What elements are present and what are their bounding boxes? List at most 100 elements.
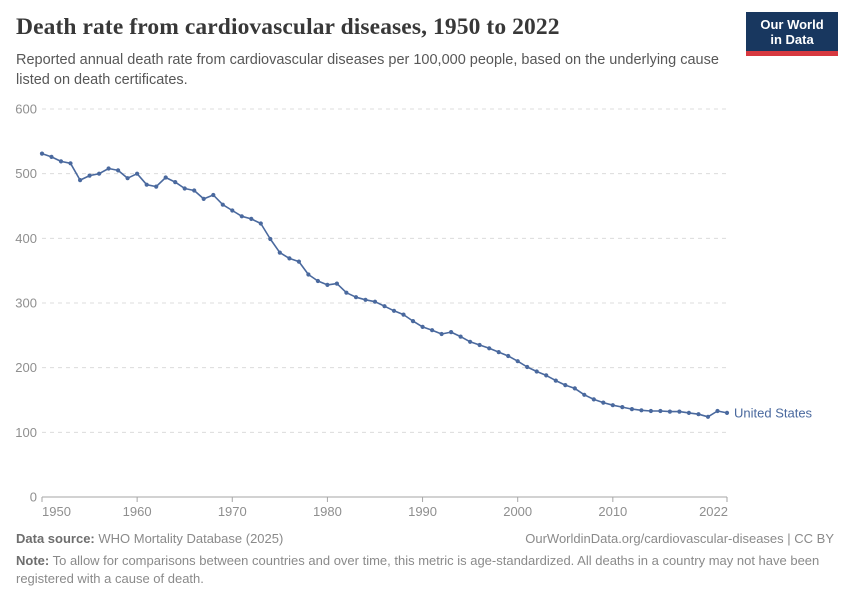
data-point-2006[interactable]: [572, 386, 577, 391]
data-point-2002[interactable]: [534, 369, 539, 374]
data-point-2007[interactable]: [582, 392, 587, 397]
data-point-2011[interactable]: [620, 405, 625, 410]
data-point-2013[interactable]: [639, 408, 644, 413]
owid-logo-line2: in Data: [770, 31, 814, 47]
x-tick-label-1970: 1970: [218, 504, 247, 519]
data-source-label: Data source:: [16, 531, 95, 546]
data-point-1971[interactable]: [239, 214, 244, 219]
data-point-2016[interactable]: [667, 409, 673, 414]
x-tick-label-2010: 2010: [598, 504, 627, 519]
data-point-1965[interactable]: [182, 186, 187, 191]
data-point-2005[interactable]: [563, 383, 568, 388]
data-point-2018[interactable]: [686, 410, 692, 415]
data-point-2012[interactable]: [629, 407, 635, 412]
chart-subtitle: Reported annual death rate from cardiova…: [16, 52, 719, 88]
data-point-2022[interactable]: [724, 410, 730, 415]
x-tick-label-1960: 1960: [123, 504, 152, 519]
data-point-1961[interactable]: [144, 182, 149, 187]
data-point-2014[interactable]: [648, 408, 654, 414]
data-point-1994[interactable]: [458, 334, 463, 339]
data-point-1995[interactable]: [468, 339, 473, 344]
data-point-2004[interactable]: [553, 378, 558, 383]
y-tick-label-600: 600: [15, 102, 37, 117]
entity-label: United States: [734, 405, 813, 420]
data-point-2021[interactable]: [715, 408, 720, 414]
footer-row: Data source: WHO Mortality Database (202…: [16, 531, 834, 546]
data-point-2003[interactable]: [544, 373, 549, 378]
x-tick-label-1980: 1980: [313, 504, 342, 519]
data-point-1982[interactable]: [344, 290, 349, 295]
data-point-2015[interactable]: [658, 408, 663, 414]
data-point-1972[interactable]: [249, 216, 254, 221]
data-point-1963[interactable]: [163, 175, 168, 180]
data-point-1983[interactable]: [353, 295, 359, 300]
data-point-1985[interactable]: [372, 299, 378, 304]
data-point-2008[interactable]: [591, 397, 596, 402]
data-point-1950[interactable]: [39, 151, 45, 156]
data-point-1960[interactable]: [135, 171, 140, 176]
data-point-1986[interactable]: [382, 304, 387, 309]
data-point-1998[interactable]: [496, 350, 501, 355]
data-point-2010[interactable]: [610, 403, 615, 408]
data-point-1976[interactable]: [287, 256, 292, 261]
data-point-1981[interactable]: [334, 281, 339, 286]
data-point-2009[interactable]: [601, 400, 606, 405]
data-point-1988[interactable]: [401, 312, 406, 317]
data-point-2019[interactable]: [696, 412, 701, 417]
data-point-1990[interactable]: [420, 324, 425, 329]
data-point-1952[interactable]: [58, 159, 64, 164]
data-point-1955[interactable]: [87, 173, 92, 178]
data-source-text: WHO Mortality Database (2025): [94, 531, 284, 546]
data-point-2017[interactable]: [677, 409, 682, 414]
data-point-1977[interactable]: [296, 259, 301, 264]
data-point-1993[interactable]: [449, 330, 454, 335]
data-point-1964[interactable]: [173, 180, 178, 185]
data-point-2000[interactable]: [515, 359, 520, 364]
data-point-1973[interactable]: [258, 221, 263, 226]
x-tick-label-1950: 1950: [42, 504, 71, 519]
data-point-1968[interactable]: [211, 192, 216, 198]
data-point-1987[interactable]: [391, 308, 397, 313]
data-point-1999[interactable]: [506, 353, 511, 359]
footer-link[interactable]: OurWorldinData.org/cardiovascular-diseas…: [525, 531, 834, 546]
data-point-1980[interactable]: [325, 282, 330, 287]
data-point-1962[interactable]: [154, 184, 159, 189]
data-point-1979[interactable]: [315, 278, 320, 284]
data-point-1957[interactable]: [106, 166, 111, 171]
data-point-1956[interactable]: [97, 171, 102, 176]
data-point-1975[interactable]: [277, 250, 282, 255]
data-point-1954[interactable]: [78, 178, 83, 183]
data-point-1967[interactable]: [201, 196, 206, 201]
data-point-1953[interactable]: [68, 161, 73, 166]
footer-note-label: Note:: [16, 553, 50, 568]
x-tick-label-2022: 2022: [699, 504, 728, 519]
data-point-2020[interactable]: [705, 414, 711, 419]
data-point-1996[interactable]: [477, 342, 482, 348]
data-point-1989[interactable]: [410, 319, 416, 324]
data-point-1969[interactable]: [220, 202, 225, 207]
y-tick-label-0: 0: [30, 490, 37, 505]
data-point-1959[interactable]: [125, 176, 130, 181]
y-tick-label-500: 500: [15, 166, 37, 181]
data-point-1991[interactable]: [430, 328, 435, 333]
x-tick-label-2000: 2000: [503, 504, 532, 519]
x-tick-label-1990: 1990: [408, 504, 437, 519]
data-point-1992[interactable]: [439, 331, 444, 337]
owid-logo[interactable]: Our World in Data: [746, 12, 838, 56]
data-point-1951[interactable]: [49, 154, 54, 159]
data-point-1984[interactable]: [363, 297, 368, 302]
data-point-1997[interactable]: [487, 346, 492, 351]
data-point-1970[interactable]: [230, 208, 235, 213]
data-point-1966[interactable]: [192, 188, 197, 193]
data-point-1958[interactable]: [116, 168, 121, 173]
data-point-2001[interactable]: [525, 364, 530, 370]
y-tick-label-100: 100: [15, 425, 37, 440]
series-line-united-states[interactable]: [41, 152, 728, 418]
footer-note-text: To allow for comparisons between countri…: [16, 553, 820, 587]
data-point-1974[interactable]: [268, 236, 273, 242]
y-tick-label-300: 300: [15, 296, 37, 311]
data-point-1978[interactable]: [306, 272, 311, 277]
owid-logo-line1: Our World: [760, 16, 824, 32]
